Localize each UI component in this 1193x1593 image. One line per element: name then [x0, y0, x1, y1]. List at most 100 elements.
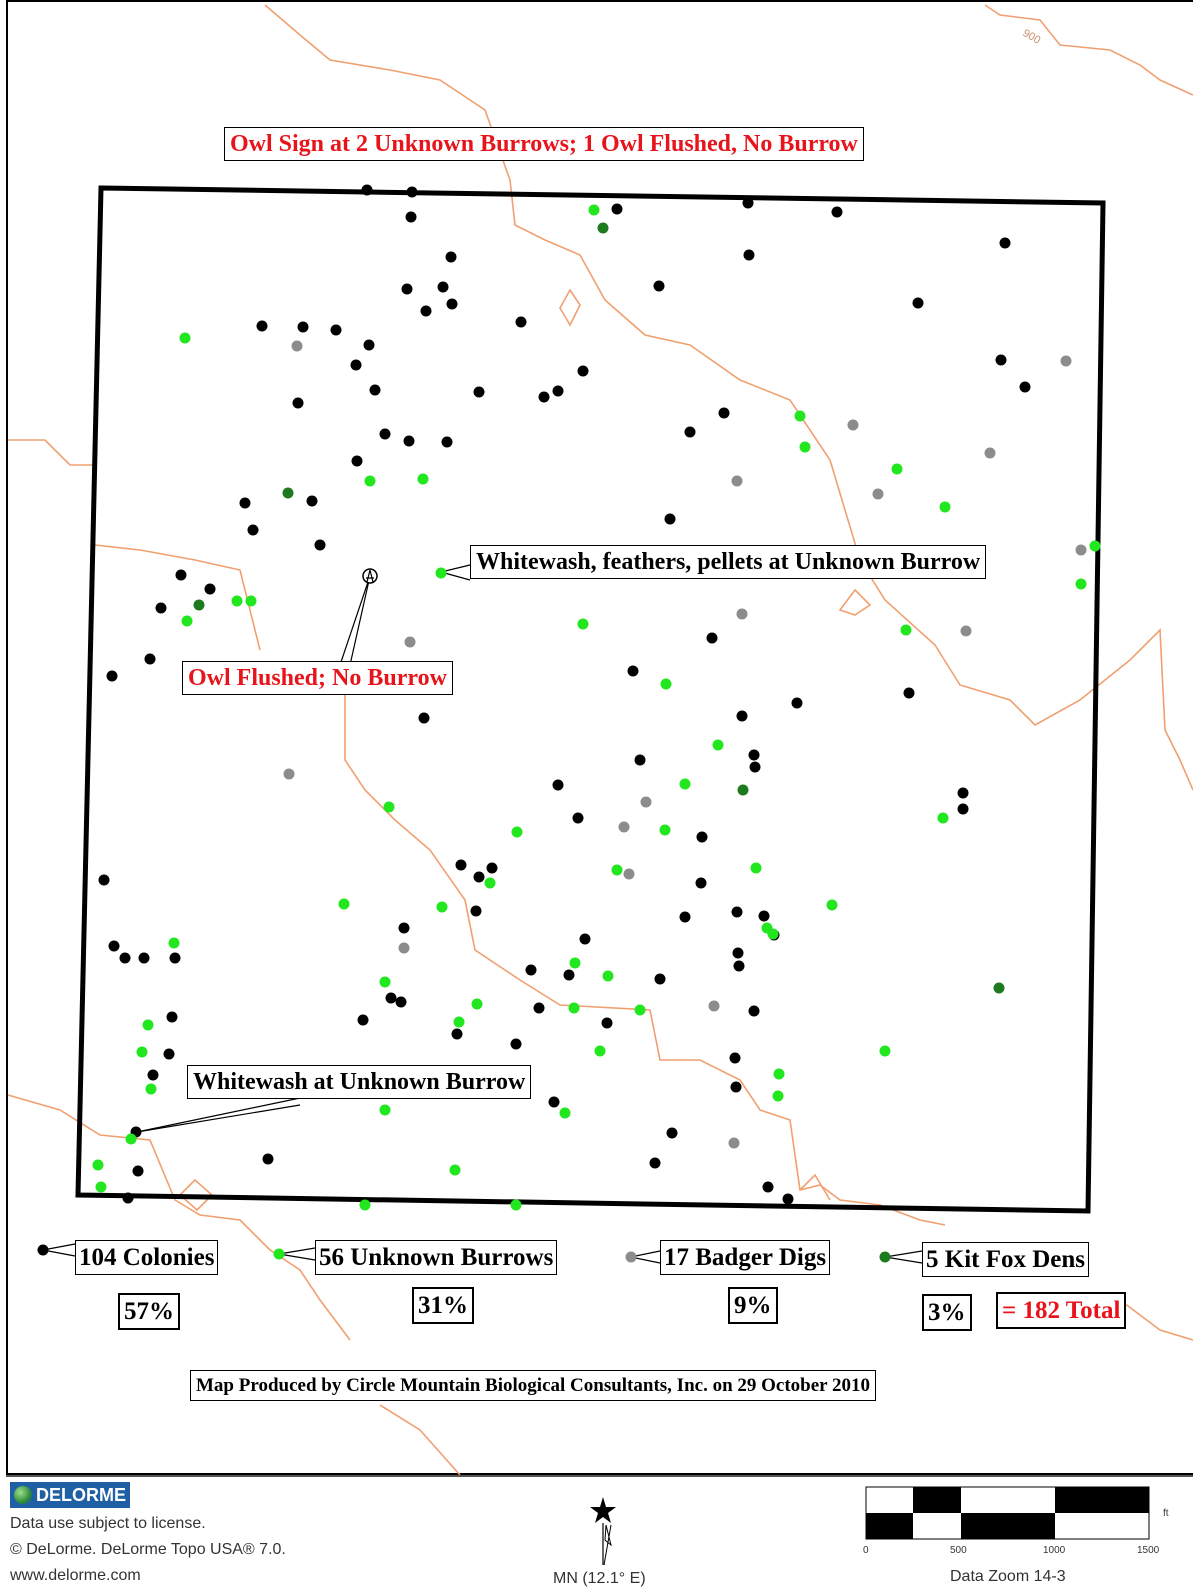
- pct-unknown-burrows: 31%: [412, 1287, 474, 1324]
- unknown-burrow-point: [900, 624, 912, 636]
- colony-point: [451, 1028, 463, 1040]
- colony-point: [791, 697, 803, 709]
- legend-pointer: [884, 1250, 923, 1264]
- colony-point: [351, 455, 363, 467]
- colony-point: [758, 910, 770, 922]
- unknown-burrow-point: [359, 1199, 371, 1211]
- colony-point: [563, 969, 575, 981]
- colony-point: [748, 1005, 760, 1017]
- kit-fox-den-point: [282, 487, 294, 499]
- unknown-burrow-point: [471, 998, 483, 1010]
- badger-dig-point: [398, 942, 410, 954]
- colony-point: [108, 940, 120, 952]
- colony-point: [627, 665, 639, 677]
- colony-point: [525, 964, 537, 976]
- colony-point: [743, 249, 755, 261]
- total-count: = 182 Total: [996, 1292, 1127, 1329]
- unknown-burrow-point: [634, 1004, 646, 1016]
- unknown-burrow-point: [712, 739, 724, 751]
- colony-point: [119, 952, 131, 964]
- colony-point: [611, 203, 623, 215]
- unknown-burrow-point: [245, 595, 257, 607]
- colony-point: [262, 1153, 274, 1165]
- callout-leaders: [136, 564, 471, 1133]
- unknown-burrow-point: [379, 976, 391, 988]
- colony-point: [361, 184, 373, 196]
- pct-kit-fox-dens: 3%: [922, 1294, 972, 1331]
- unknown-burrow-point: [125, 1133, 137, 1145]
- unknown-burrow-point: [338, 898, 350, 910]
- colony-point: [122, 1192, 134, 1204]
- scale-bar: [865, 1486, 1150, 1540]
- colony-point: [742, 197, 754, 209]
- colony-point: [912, 297, 924, 309]
- colony-point: [579, 933, 591, 945]
- colony-point: [654, 973, 666, 985]
- badger-dig-point: [960, 625, 972, 637]
- colony-point: [684, 426, 696, 438]
- colony-point: [957, 803, 969, 815]
- map-frame: [6, 0, 1193, 1475]
- colony-point: [163, 1048, 175, 1060]
- whitewash-callout: Whitewash at Unknown Burrow: [187, 1065, 532, 1099]
- badger-dig-point: [404, 636, 416, 648]
- colony-point: [736, 710, 748, 722]
- badger-dig-point: [1075, 544, 1087, 556]
- scale-tick-1000: 1000: [1043, 1545, 1066, 1556]
- badger-dig-point: [984, 447, 996, 459]
- unknown-burrow-point: [659, 824, 671, 836]
- colony-point: [552, 385, 564, 397]
- colony-point: [175, 569, 187, 581]
- unknown-burrow-point: [453, 1016, 465, 1028]
- unknown-burrow-point: [168, 937, 180, 949]
- colony-point: [401, 283, 413, 295]
- colony-point: [256, 320, 268, 332]
- colony-point: [510, 1038, 522, 1050]
- colony-point: [1019, 381, 1031, 393]
- legend-pointer: [278, 1247, 316, 1261]
- unknown-burrow-point: [484, 877, 496, 889]
- colony-point: [138, 952, 150, 964]
- survey-boundary: [75, 185, 1106, 1214]
- colony-point: [420, 305, 432, 317]
- delorme-logo: DELORME: [10, 1482, 130, 1508]
- colony-point: [957, 787, 969, 799]
- colony-point: [441, 436, 453, 448]
- colony-point: [155, 602, 167, 614]
- unknown-burrow-point: [611, 864, 623, 876]
- kit-fox-den-point: [737, 784, 749, 796]
- colony-point: [239, 497, 251, 509]
- colony-point: [649, 1157, 661, 1169]
- colony-point: [132, 1165, 144, 1177]
- unknown-burrow-point: [767, 928, 779, 940]
- colony-point: [903, 687, 915, 699]
- badger-dig-point: [640, 796, 652, 808]
- kit-fox-den-legend-symbol: [879, 1251, 891, 1263]
- owl-flushed-callout: Owl Flushed; No Burrow: [182, 661, 453, 695]
- unknown-burrow-point: [383, 801, 395, 813]
- data-zoom-label: Data Zoom 14-3: [950, 1568, 1066, 1585]
- kit-fox-den-point: [597, 222, 609, 234]
- colony-point: [350, 359, 362, 371]
- unknown-burrow-point: [937, 812, 949, 824]
- legend-kit-fox-dens: 5 Kit Fox Dens: [922, 1242, 1090, 1277]
- colony-point: [732, 947, 744, 959]
- unknown-burrow-point: [879, 1045, 891, 1057]
- colony-point: [718, 407, 730, 419]
- badger-dig-point: [291, 340, 303, 352]
- scale-unit: ft: [1163, 1508, 1169, 1519]
- colony-point: [696, 831, 708, 843]
- colony-point: [782, 1193, 794, 1205]
- colony-point: [357, 1014, 369, 1026]
- unknown-burrow-point: [799, 441, 811, 453]
- badger-dig-point: [708, 1000, 720, 1012]
- website-link[interactable]: www.delorme.com: [10, 1567, 141, 1584]
- colony-point: [749, 761, 761, 773]
- badger-dig-point: [283, 768, 295, 780]
- colony-point: [98, 874, 110, 886]
- unknown-burrow-point: [436, 901, 448, 913]
- license-text: Data use subject to license.: [10, 1515, 206, 1532]
- owl-sign-callout: Owl Sign at 2 Unknown Burrows; 1 Owl Flu…: [224, 127, 864, 161]
- unknown-burrow-point: [594, 1045, 606, 1057]
